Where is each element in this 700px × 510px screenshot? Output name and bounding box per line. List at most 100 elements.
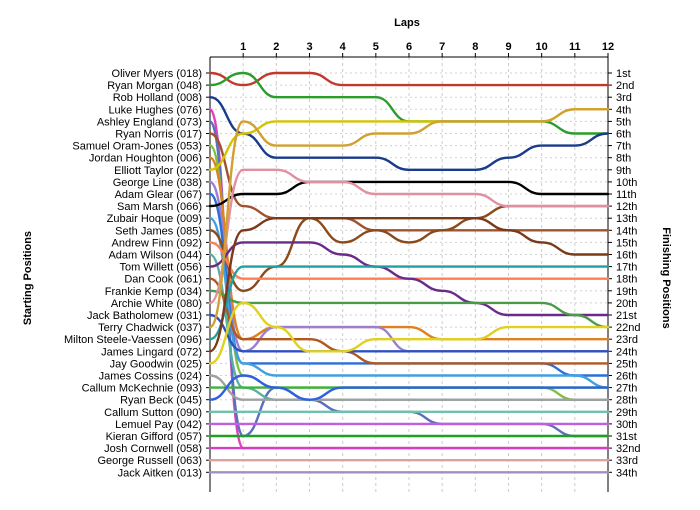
x-axis-title: Laps — [394, 17, 420, 29]
starting-position-label: Milton Steele-Vaessen (096) — [64, 334, 202, 346]
finishing-position-labels: 1st2nd3rd4th5th6th7th8th9th10th11th12th1… — [616, 68, 640, 479]
y-axis-title-right: Finishing Positions — [660, 227, 672, 328]
starting-position-label: James Cossins (024) — [99, 371, 202, 383]
series-line — [208, 132, 610, 232]
starting-position-label: Sam Marsh (066) — [117, 201, 202, 213]
lap-tick-label: 4 — [340, 41, 347, 53]
finishing-position-label: 6th — [616, 129, 631, 141]
starting-position-label: Callum McKechnie (093) — [82, 383, 202, 395]
finishing-position-label: 4th — [616, 104, 631, 116]
starting-position-label: Samuel Oram-Jones (053) — [72, 141, 202, 153]
starting-position-label: Ryan Norris (017) — [115, 129, 202, 141]
starting-position-label: Jack Batholomew (031) — [87, 310, 202, 322]
finishing-position-label: 10th — [616, 177, 637, 189]
starting-position-label: Kieran Gifford (057) — [106, 431, 202, 443]
finishing-position-label: 14th — [616, 225, 637, 237]
starting-position-label: George Line (038) — [113, 177, 202, 189]
finishing-position-label: 29th — [616, 407, 637, 419]
finishing-position-label: 3rd — [616, 92, 632, 104]
series-line — [208, 168, 610, 305]
starting-position-label: Andrew Finn (092) — [112, 237, 203, 249]
series-line — [208, 180, 610, 208]
finishing-position-label: 25th — [616, 358, 637, 370]
finishing-position-label: 13th — [616, 213, 637, 225]
starting-position-label: Zubair Hoque (009) — [107, 213, 202, 225]
finishing-position-label: 20th — [616, 298, 637, 310]
series-line — [208, 277, 610, 365]
series-lines — [208, 71, 610, 474]
starting-position-label: Terry Chadwick (037) — [98, 322, 202, 334]
finishing-position-label: 22nd — [616, 322, 640, 334]
starting-position-label: Archie White (080) — [111, 298, 202, 310]
finishing-position-label: 11th — [616, 189, 637, 201]
finishing-position-label: 19th — [616, 286, 637, 298]
starting-position-label: Dan Cook (061) — [124, 274, 202, 286]
finishing-position-label: 9th — [616, 165, 631, 177]
lap-tick-label: 5 — [373, 41, 379, 53]
lap-tick-label: 10 — [536, 41, 548, 53]
finishing-position-label: 7th — [616, 141, 631, 153]
lap-tick-label: 6 — [406, 41, 412, 53]
series-line — [208, 289, 610, 329]
lap-tick-label: 8 — [472, 41, 478, 53]
starting-position-label: Jordan Houghton (006) — [89, 153, 202, 165]
starting-position-label: Elliott Taylor (022) — [114, 165, 202, 177]
starting-position-label: Ashley England (073) — [97, 116, 202, 128]
finishing-position-label: 33rd — [616, 455, 638, 467]
finishing-position-label: 15th — [616, 237, 637, 249]
series-line — [208, 265, 610, 341]
starting-position-label: George Russell (063) — [97, 455, 202, 467]
starting-position-label: Seth James (085) — [115, 225, 202, 237]
series-line — [208, 156, 610, 341]
series-line — [208, 313, 610, 353]
lap-tick-labels: 1 2 3 4 5 6 7 8 9 10 11 12 — [240, 41, 614, 53]
starting-position-label: Tom Willett (056) — [119, 262, 202, 274]
lap-tick-label: 7 — [439, 41, 445, 53]
series-line — [208, 374, 610, 401]
lap-tick-label: 2 — [273, 41, 279, 53]
lap-tick-label: 1 — [240, 41, 246, 53]
finishing-position-label: 23rd — [616, 334, 638, 346]
finishing-position-label: 1st — [616, 68, 631, 80]
series-line — [208, 108, 610, 329]
series-line — [208, 301, 610, 365]
finishing-position-label: 24th — [616, 346, 637, 358]
starting-position-label: Adam Wilson (044) — [108, 250, 202, 262]
finishing-position-label: 8th — [616, 153, 631, 165]
finishing-position-label: 27th — [616, 383, 637, 395]
finishing-position-label: 17th — [616, 262, 637, 274]
series-line — [208, 216, 610, 353]
lap-tick-label: 11 — [569, 41, 581, 53]
series-line — [208, 374, 610, 401]
starting-position-label: Jay Goodwin (025) — [110, 358, 202, 370]
starting-position-label: Ryan Beck (045) — [120, 395, 202, 407]
finishing-position-label: 28th — [616, 395, 637, 407]
starting-position-label: Ryan Morgan (048) — [107, 80, 202, 92]
finishing-position-label: 12th — [616, 201, 637, 213]
starting-position-label: Rob Holland (008) — [113, 92, 202, 104]
series-line — [208, 241, 610, 317]
lap-tick-label: 3 — [306, 41, 312, 53]
starting-position-label: James Lingard (072) — [101, 346, 202, 358]
lap-tick-label: 9 — [505, 41, 511, 53]
finishing-position-label: 34th — [616, 467, 637, 479]
starting-position-label: Oliver Myers (018) — [112, 68, 202, 80]
starting-position-labels: Oliver Myers (018)Ryan Morgan (048)Rob H… — [64, 68, 202, 479]
finishing-position-label: 31st — [616, 431, 637, 443]
starting-position-label: Lemuel Pay (042) — [115, 419, 202, 431]
finishing-position-label: 5th — [616, 116, 631, 128]
starting-position-label: Frankie Kemp (034) — [105, 286, 202, 298]
finishing-position-label: 2nd — [616, 80, 634, 92]
starting-position-label: Adam Glear (067) — [115, 189, 202, 201]
series-line — [208, 96, 610, 171]
series-line — [208, 217, 610, 389]
finishing-position-label: 30th — [616, 419, 637, 431]
starting-position-label: Callum Sutton (090) — [104, 407, 202, 419]
finishing-position-label: 21st — [616, 310, 637, 322]
series-line — [208, 71, 610, 87]
finishing-position-label: 16th — [616, 250, 637, 262]
finishing-position-label: 26th — [616, 371, 637, 383]
finishing-position-label: 18th — [616, 274, 637, 286]
y-axis-title-left: Starting Positions — [22, 231, 34, 325]
